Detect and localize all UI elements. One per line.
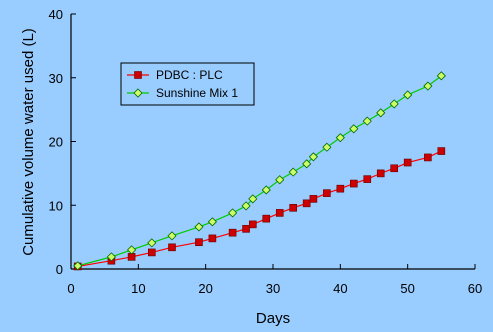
data-point: [261, 185, 271, 195]
series-sunshine-mix-1: [73, 71, 446, 271]
y-tick-label: 10: [49, 198, 63, 213]
y-tick-label: 0: [56, 262, 63, 277]
axes: 0 10 20 30 40 0 10 20 30 40 50 60: [49, 7, 483, 296]
data-point: [194, 222, 204, 232]
legend-entry-label: PDBC : PLC: [156, 68, 223, 82]
data-point: [288, 167, 298, 177]
x-tick-label: 50: [400, 281, 414, 296]
data-point: [423, 81, 433, 91]
data-point: [363, 175, 372, 183]
data-point: [208, 234, 217, 243]
data-point: [106, 252, 116, 262]
y-tick-label: 20: [49, 135, 63, 150]
y-tick-label: 30: [49, 71, 63, 86]
data-point: [389, 99, 399, 109]
x-tick-label: 10: [131, 281, 145, 296]
data-point: [148, 248, 156, 257]
data-point: [302, 199, 311, 208]
data-point: [302, 159, 312, 169]
data-point: [275, 209, 284, 217]
data-point: [127, 245, 137, 255]
data-point: [376, 169, 385, 178]
red-square-marker-icon: [134, 71, 142, 79]
data-point: [436, 71, 446, 81]
data-point: [168, 243, 176, 252]
data-point: [322, 142, 332, 152]
x-tick-label: 0: [67, 281, 74, 296]
y-axis-label: Cumulative volume water used (L): [20, 28, 37, 256]
data-point: [195, 238, 203, 247]
data-point: [349, 179, 358, 188]
data-point: [275, 175, 285, 185]
data-point: [309, 195, 318, 203]
data-point: [349, 124, 359, 134]
data-point: [73, 261, 83, 271]
data-point: [424, 153, 432, 162]
data-point: [336, 184, 345, 193]
data-point: [167, 231, 177, 241]
data-point: [403, 158, 412, 167]
data-point: [362, 116, 372, 126]
data-point: [403, 90, 413, 100]
x-tick-label: 40: [333, 281, 347, 296]
x-tick-label: 60: [468, 281, 482, 296]
series-layer: [73, 71, 446, 271]
data-point: [323, 189, 331, 197]
data-point: [249, 220, 257, 229]
data-point: [241, 201, 251, 211]
legend-entry-label: Sunshine Mix 1: [156, 86, 238, 100]
data-point: [308, 152, 318, 162]
legend: PDBC : PLC Sunshine Mix 1: [120, 62, 255, 106]
data-point: [289, 204, 298, 212]
data-point: [147, 238, 157, 248]
data-point: [228, 208, 238, 218]
data-point: [335, 133, 345, 143]
y-tick-label: 40: [49, 7, 63, 22]
data-point: [262, 214, 271, 223]
green-diamond-marker-icon: [133, 88, 143, 98]
data-point: [228, 228, 237, 237]
plot-area: [71, 14, 475, 269]
legend-box: [120, 62, 255, 106]
data-point: [390, 164, 399, 173]
x-axis-label: Days: [256, 310, 290, 327]
data-point: [248, 194, 258, 204]
data-point: [207, 217, 217, 227]
x-tick-label: 30: [266, 281, 280, 296]
x-tick-label: 20: [198, 281, 212, 296]
data-point: [437, 147, 446, 155]
data-point: [242, 225, 250, 233]
data-point: [376, 108, 386, 118]
